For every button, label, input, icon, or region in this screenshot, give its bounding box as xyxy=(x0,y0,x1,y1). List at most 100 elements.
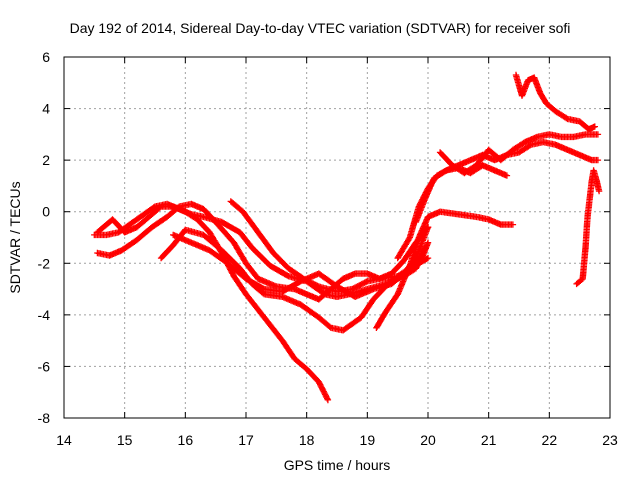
data-point xyxy=(518,151,520,154)
x-tick-label: 16 xyxy=(178,432,194,448)
data-point xyxy=(533,76,535,79)
data-point xyxy=(263,288,266,290)
data-point xyxy=(366,280,369,283)
data-point xyxy=(487,149,490,151)
data-point xyxy=(542,141,545,143)
data-point xyxy=(336,285,338,288)
data-point xyxy=(512,149,514,151)
data-point xyxy=(148,216,150,218)
data-point xyxy=(257,308,259,311)
data-point xyxy=(220,221,223,223)
x-tick-label: 21 xyxy=(481,432,497,448)
data-point xyxy=(427,241,429,244)
data-point xyxy=(239,267,241,270)
data-point xyxy=(220,249,223,252)
data-point xyxy=(305,368,308,370)
data-point xyxy=(287,267,290,270)
data-point xyxy=(263,293,266,296)
data-point xyxy=(536,136,538,138)
data-point xyxy=(245,278,247,280)
data-point xyxy=(111,218,114,221)
data-point xyxy=(342,278,344,280)
chart-title: Day 192 of 2014, Sidereal Day-to-day VTE… xyxy=(70,20,571,36)
data-point xyxy=(272,252,275,254)
data-point xyxy=(506,174,508,177)
data-point xyxy=(475,216,478,218)
data-point xyxy=(275,285,278,288)
data-point xyxy=(178,208,181,210)
series-track-12 xyxy=(573,167,603,288)
grid-lines xyxy=(64,57,610,418)
data-point xyxy=(354,296,357,298)
data-point xyxy=(566,118,569,120)
data-point xyxy=(233,241,235,244)
x-tick-label: 19 xyxy=(360,432,376,448)
data-point xyxy=(230,200,232,203)
data-point xyxy=(390,272,393,275)
data-point xyxy=(591,159,593,161)
data-point xyxy=(575,283,578,285)
data-point xyxy=(500,223,502,226)
data-point xyxy=(598,190,600,192)
data-point xyxy=(299,280,302,283)
data-point xyxy=(154,205,156,208)
y-tick-label: -2 xyxy=(38,255,51,271)
data-point xyxy=(586,216,589,218)
data-point xyxy=(402,259,405,262)
series-track-11 xyxy=(512,71,598,133)
data-point xyxy=(293,357,296,360)
x-tick-label: 22 xyxy=(542,432,558,448)
data-point xyxy=(190,203,193,205)
data-point xyxy=(384,311,387,314)
data-point xyxy=(336,296,338,298)
data-point xyxy=(415,221,417,223)
data-point xyxy=(589,195,591,197)
data-point xyxy=(588,128,590,130)
data-point xyxy=(545,102,548,105)
data-point xyxy=(372,288,375,290)
x-axis-label: GPS time / hours xyxy=(284,457,391,473)
data-point xyxy=(327,399,329,401)
data-point xyxy=(548,133,551,136)
data-point xyxy=(351,288,354,290)
x-tick-label: 17 xyxy=(238,432,254,448)
data-point xyxy=(524,141,526,143)
series-track-7 xyxy=(373,208,517,331)
data-point xyxy=(375,327,378,329)
data-point xyxy=(445,169,448,172)
data-point xyxy=(245,262,247,265)
data-point xyxy=(560,136,563,138)
data-point xyxy=(390,283,393,285)
data-point xyxy=(227,262,229,265)
data-point xyxy=(136,218,138,221)
x-tick-label: 20 xyxy=(420,432,436,448)
data-point xyxy=(493,159,496,161)
data-point xyxy=(527,79,529,81)
data-point xyxy=(336,290,338,293)
data-point xyxy=(512,223,514,226)
data-point xyxy=(269,324,272,327)
data-point xyxy=(584,133,587,136)
data-point xyxy=(208,231,211,234)
data-point xyxy=(427,216,429,218)
data-point xyxy=(439,210,441,213)
y-axis-label: SDTVAR / TECUs xyxy=(7,181,23,293)
data-point xyxy=(96,252,99,254)
data-point xyxy=(318,381,320,383)
data-point xyxy=(354,272,357,275)
data-point xyxy=(487,218,490,221)
data-point xyxy=(427,257,429,259)
y-tick-label: 4 xyxy=(42,101,50,117)
data-series xyxy=(91,71,603,404)
data-point xyxy=(281,296,284,298)
data-point xyxy=(245,293,247,296)
data-point xyxy=(378,278,381,280)
data-point xyxy=(202,234,205,236)
data-point xyxy=(554,110,557,112)
data-point xyxy=(584,244,587,246)
data-point xyxy=(108,254,111,257)
y-tick-label: 2 xyxy=(42,152,50,168)
data-point xyxy=(190,213,193,216)
data-point xyxy=(196,218,199,221)
